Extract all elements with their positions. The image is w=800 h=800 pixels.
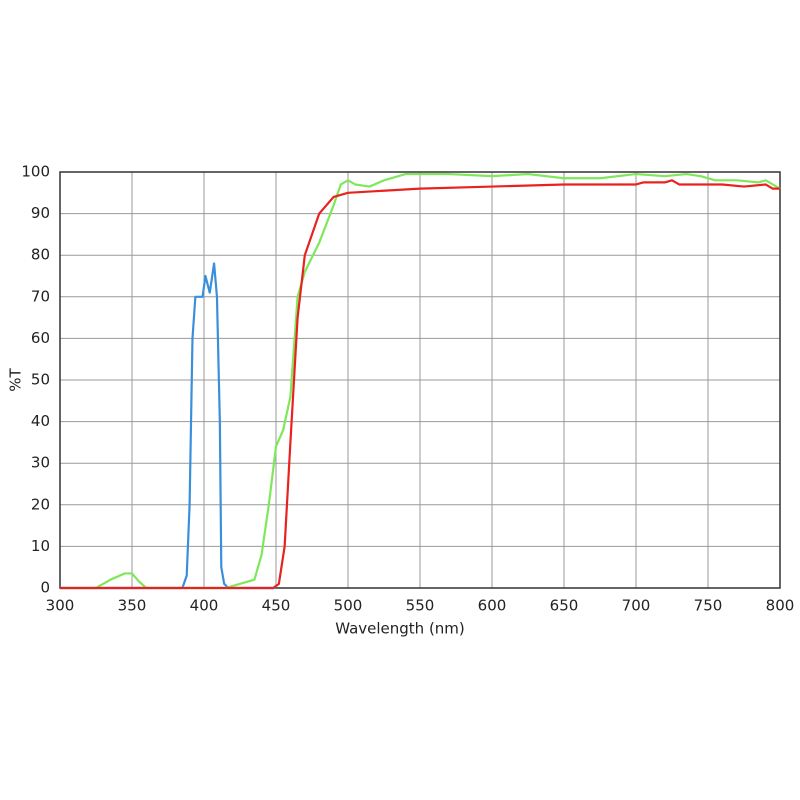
y-tick-label: 80	[31, 246, 50, 264]
y-tick-label: 10	[31, 537, 50, 555]
x-tick-label: 450	[262, 597, 291, 615]
series-line	[60, 179, 780, 590]
x-tick-label: 750	[694, 597, 723, 615]
x-tick-label: 550	[406, 597, 435, 615]
y-tick-label: 100	[21, 163, 50, 181]
y-axis-label: %T	[7, 367, 25, 391]
x-tick-label: 600	[478, 597, 507, 615]
x-axis-label: Wavelength (nm)	[335, 620, 465, 638]
x-tick-label: 650	[550, 597, 579, 615]
y-tick-label: 40	[31, 412, 50, 430]
x-tick-label: 300	[46, 597, 75, 615]
y-tick-label: 0	[40, 579, 50, 597]
series-line	[60, 262, 276, 590]
y-tick-label: 90	[31, 204, 50, 222]
y-tick-label: 20	[31, 495, 50, 513]
x-tick-label: 350	[118, 597, 147, 615]
y-tick-label: 60	[31, 329, 50, 347]
x-tick-label: 500	[334, 597, 363, 615]
y-tick-label: 70	[31, 287, 50, 305]
y-tick-label: 30	[31, 454, 50, 472]
x-tick-label: 800	[766, 597, 795, 615]
x-tick-label: 700	[622, 597, 651, 615]
x-tick-label: 400	[190, 597, 219, 615]
y-tick-label: 50	[31, 371, 50, 389]
plot-frame	[59, 171, 781, 589]
